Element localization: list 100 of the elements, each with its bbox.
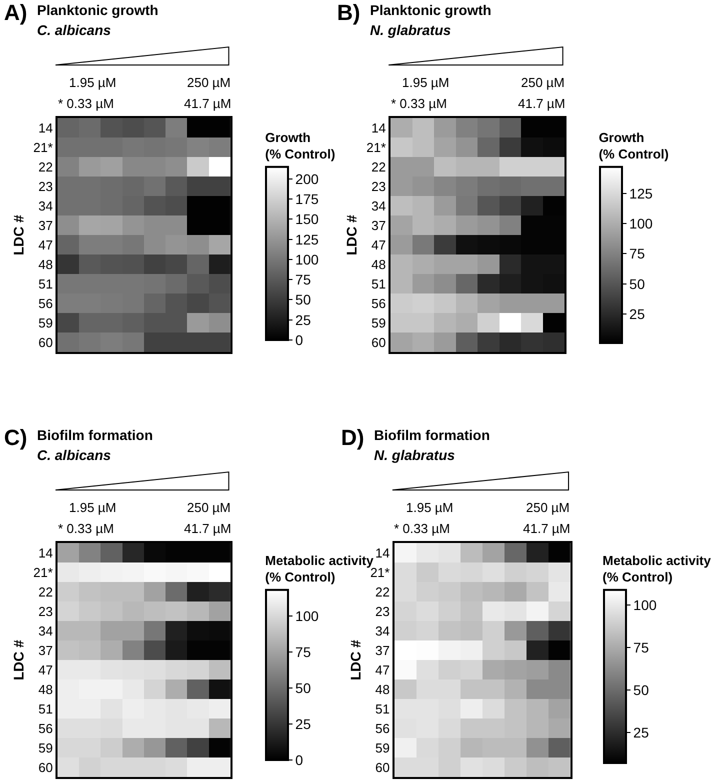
y-tick-label: 21*	[366, 140, 386, 155]
color-bar-label: 100	[295, 251, 319, 268]
color-bar-label: 125	[629, 185, 653, 202]
y-tick-label: 37	[375, 642, 390, 658]
text: 250 µM	[187, 75, 231, 90]
color-bar-label: 125	[295, 231, 319, 248]
y-tick-label: 47	[375, 662, 390, 678]
color-bar-label: 100	[633, 597, 657, 614]
color-bar-label: 0	[295, 752, 304, 768]
text: 41.7 µM	[523, 521, 570, 536]
text: 250 µM	[526, 500, 570, 515]
chart-subtitle: N. glabratus	[374, 447, 456, 463]
color-bar-label: 75	[295, 272, 312, 288]
y-tick-label: 60	[38, 334, 53, 350]
text: * 0.33 µM	[394, 521, 450, 536]
color-bar-label: 75	[295, 644, 312, 660]
color-bar-label: 100	[295, 608, 319, 624]
color-bar-label: 175	[295, 191, 319, 207]
y-tick-label: 51	[371, 276, 386, 292]
text: C)	[4, 425, 28, 450]
text: 1.95 µM	[406, 500, 454, 515]
color-bar-label: 25	[633, 724, 650, 740]
y-tick-label: 23	[375, 604, 390, 619]
y-axis-title: LDC #	[343, 214, 360, 256]
text: * 0.33 µM	[58, 96, 114, 111]
y-tick-label: 14	[38, 545, 53, 560]
color-bar-label: 25	[629, 306, 646, 322]
color-bar-label: 75	[633, 640, 650, 656]
text: 250 µM	[521, 75, 565, 90]
y-axis-title: LDC #	[347, 640, 364, 680]
text: * 0.33 µM	[58, 521, 114, 536]
y-tick-label: 34	[38, 198, 53, 214]
text: 41.7 µM	[518, 96, 566, 111]
color-bar-title: Growth (% Control)	[598, 130, 669, 162]
chart-title: Biofilm formation	[37, 427, 153, 443]
y-tick-label: 23	[371, 178, 386, 194]
color-bar-label: 50	[633, 682, 650, 698]
y-tick-label: 14	[38, 120, 53, 136]
y-tick-label: 37	[38, 218, 53, 233]
color-bar-label: 50	[295, 680, 312, 696]
y-tick-label: 47	[38, 237, 53, 252]
y-tick-label: 51	[38, 276, 53, 292]
color-bar-label: 25	[295, 716, 312, 732]
y-tick-label: 34	[38, 623, 53, 638]
text: B)	[337, 0, 360, 25]
y-tick-label: 34	[371, 198, 386, 214]
y-tick-label: 48	[371, 256, 386, 272]
color-bar-label: 100	[629, 215, 653, 232]
color-bar-label: 50	[629, 276, 646, 292]
y-tick-label: 48	[38, 256, 53, 272]
y-tick-label: 60	[375, 760, 390, 775]
y-tick-label: 59	[371, 315, 386, 330]
y-tick-label: 21*	[370, 564, 390, 580]
y-tick-label: 48	[375, 682, 390, 697]
y-tick-label: 37	[38, 642, 53, 658]
y-tick-label: 59	[38, 740, 53, 756]
color-bar-label: 75	[629, 246, 646, 262]
y-tick-label: 48	[38, 682, 53, 697]
color-bar-label: 0	[295, 332, 304, 348]
chart-subtitle: C. albicans	[37, 447, 112, 463]
chart-subtitle: N. glabratus	[370, 22, 452, 38]
y-tick-label: 37	[371, 218, 386, 233]
y-tick-label: 22	[375, 584, 390, 600]
y-axis-title: LDC #	[10, 640, 26, 680]
text: 1.95 µM	[69, 75, 116, 90]
text: 1.95 µM	[402, 75, 450, 90]
y-tick-label: 59	[375, 740, 390, 756]
y-tick-label: 56	[375, 720, 390, 736]
y-tick-label: 56	[38, 720, 53, 736]
y-tick-label: 60	[371, 334, 386, 350]
y-tick-label: 56	[38, 296, 53, 311]
chart-subtitle: C. albicans	[37, 22, 112, 38]
text: 1.95 µM	[69, 500, 116, 515]
y-tick-label: 22	[38, 159, 53, 174]
color-bar-label: 150	[295, 211, 319, 228]
y-tick-label: 47	[38, 662, 53, 678]
y-tick-label: 23	[38, 604, 53, 619]
chart-title: Planktonic growth	[37, 2, 158, 18]
y-tick-label: 22	[38, 584, 53, 600]
y-tick-label: 14	[375, 545, 390, 560]
y-tick-label: 22	[371, 159, 386, 174]
y-tick-label: 23	[38, 178, 53, 194]
y-tick-label: 51	[375, 701, 390, 716]
color-bar-label: 50	[295, 292, 312, 308]
text: 250 µM	[187, 500, 231, 515]
chart-title: Biofilm formation	[374, 427, 490, 443]
y-tick-label: 56	[371, 296, 386, 311]
y-axis-title: LDC #	[10, 214, 26, 256]
text: A)	[4, 0, 28, 25]
text: D)	[341, 425, 364, 450]
color-bar-title: Growth (% Control)	[265, 130, 336, 162]
y-tick-label: 21*	[33, 564, 53, 580]
y-tick-label: 51	[38, 701, 53, 716]
y-tick-label: 59	[38, 315, 53, 330]
color-bar-label: 200	[295, 170, 319, 187]
text: * 0.33 µM	[391, 96, 447, 111]
chart-title: Planktonic growth	[370, 2, 492, 18]
y-tick-label: 34	[375, 623, 390, 638]
y-tick-label: 47	[371, 237, 386, 252]
y-tick-label: 21*	[33, 140, 53, 155]
